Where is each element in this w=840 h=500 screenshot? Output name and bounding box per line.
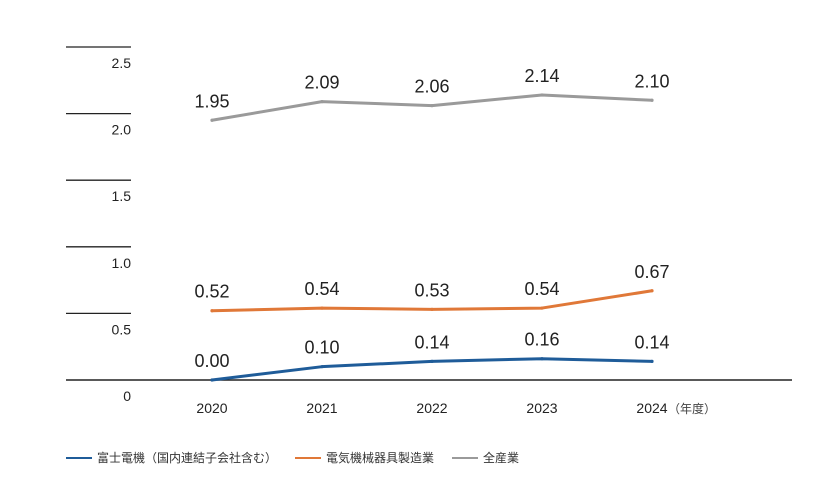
x-tick-label: 2021 bbox=[306, 400, 337, 416]
data-label: 0.16 bbox=[524, 330, 559, 350]
y-tick-label: 2.0 bbox=[112, 122, 132, 138]
legend: 富士電機（国内連結子会社含む） 電気機械器具製造業 全産業 bbox=[66, 449, 537, 466]
y-tick-label: 0 bbox=[123, 388, 131, 404]
legend-swatch-fuji-electric bbox=[66, 456, 92, 459]
data-point bbox=[430, 307, 434, 312]
data-label: 2.10 bbox=[634, 71, 669, 91]
data-point bbox=[210, 309, 214, 313]
x-axis: 2020 2021 2022 2023 2024 bbox=[196, 400, 667, 416]
data-point bbox=[320, 100, 324, 104]
y-tick-label: 0.5 bbox=[112, 321, 132, 337]
data-point bbox=[650, 98, 654, 102]
x-tick-label: 2024 bbox=[636, 400, 667, 416]
legend-item-all-industries: 全産業 bbox=[452, 449, 519, 466]
data-label: 0.00 bbox=[194, 351, 229, 371]
data-label: 0.14 bbox=[634, 332, 669, 352]
data-label: 0.10 bbox=[304, 338, 339, 358]
data-label: 0.53 bbox=[414, 280, 449, 300]
data-label: 0.54 bbox=[304, 279, 339, 299]
x-axis-unit-label: （年度） bbox=[668, 401, 716, 416]
legend-label-electrical-machinery: 電気機械器具製造業 bbox=[326, 451, 435, 465]
legend-swatch-electrical-machinery bbox=[295, 456, 322, 459]
legend-label-fuji-electric: 富士電機（国内連結子会社含む） bbox=[97, 451, 278, 465]
data-point bbox=[430, 359, 434, 363]
data-point bbox=[650, 359, 654, 363]
series-group: 0.00 0.10 0.14 0.16 0.14 0.52 0.54 0.53 0.54 0.67… bbox=[194, 66, 670, 382]
data-label: 0.67 bbox=[634, 262, 669, 282]
legend-item-fuji-electric: 富士電機（国内連結子会社含む） bbox=[66, 449, 277, 466]
data-point bbox=[540, 93, 544, 97]
legend-item-electrical-machinery: 電気機械器具製造業 bbox=[295, 449, 434, 466]
data-label: 0.54 bbox=[524, 279, 559, 299]
data-point bbox=[210, 378, 214, 382]
data-label: 2.14 bbox=[524, 66, 559, 86]
data-point bbox=[540, 306, 544, 310]
x-tick-label: 2023 bbox=[526, 400, 557, 416]
x-tick-label: 2022 bbox=[416, 400, 447, 416]
data-point bbox=[430, 104, 434, 108]
line-chart: 0 0.5 1.0 1.5 2.0 2.5 2020 2021 2022 2023 2024 （年… bbox=[66, 46, 792, 416]
data-point bbox=[540, 357, 544, 361]
y-tick-label: 1.5 bbox=[112, 188, 132, 204]
y-tick-label: 2.5 bbox=[112, 55, 132, 71]
y-tick-label: 1.0 bbox=[112, 255, 132, 271]
data-label: 0.14 bbox=[414, 332, 449, 352]
data-point bbox=[210, 118, 214, 122]
x-tick-label: 2020 bbox=[196, 400, 227, 416]
data-label: 1.95 bbox=[194, 91, 229, 111]
data-point bbox=[650, 289, 654, 293]
data-label: 0.52 bbox=[194, 282, 229, 302]
data-label: 2.09 bbox=[304, 73, 339, 93]
data-point bbox=[320, 365, 324, 369]
legend-label-all-industries: 全産業 bbox=[483, 451, 520, 465]
data-point bbox=[320, 306, 324, 310]
data-label: 2.06 bbox=[414, 77, 449, 97]
legend-swatch-all-industries bbox=[452, 456, 479, 459]
y-axis: 0 0.5 1.0 1.5 2.0 2.5 bbox=[66, 46, 132, 404]
series-line-2 bbox=[210, 93, 654, 122]
